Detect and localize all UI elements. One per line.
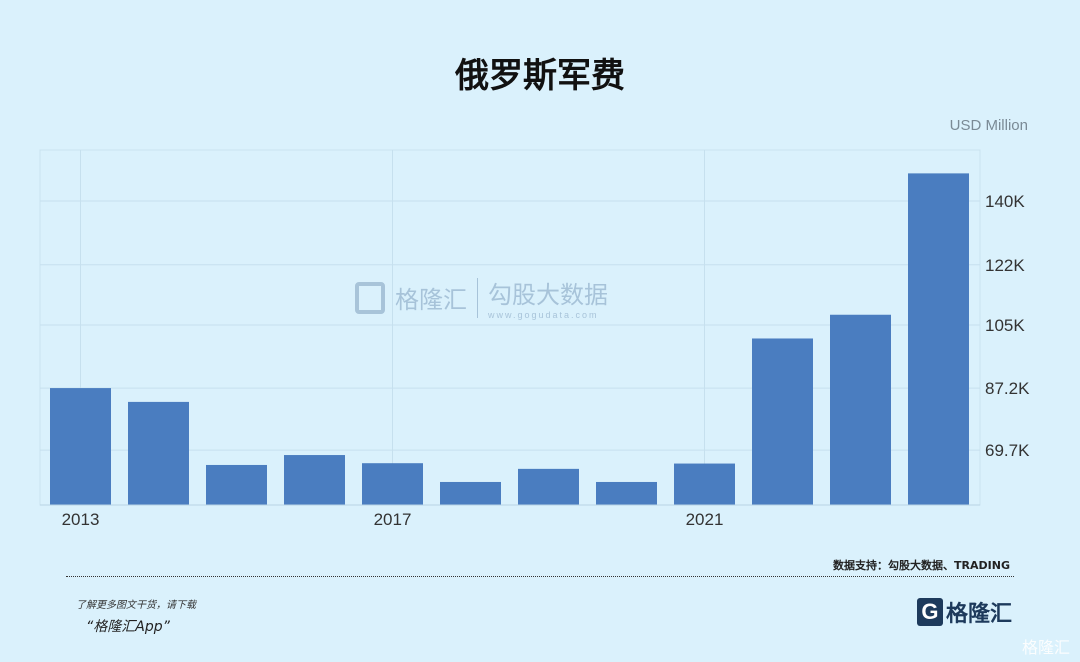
- bar-2020: [596, 481, 657, 505]
- bar-2019: [518, 468, 579, 505]
- watermark-divider: [477, 277, 478, 318]
- corner-watermark: 格隆汇: [1021, 638, 1070, 657]
- bar-2014: [128, 401, 189, 505]
- logo-text: 格隆汇: [945, 602, 1012, 627]
- bar-2022: [752, 338, 813, 505]
- chart-title: 俄罗斯军费: [455, 56, 625, 96]
- divider: [66, 576, 1014, 577]
- bar-2013: [50, 388, 111, 505]
- logo-g-icon: G: [916, 598, 943, 626]
- bar-2018: [440, 481, 501, 505]
- bar-2016: [284, 455, 345, 505]
- watermark-brand: 格隆汇: [395, 286, 467, 314]
- x-tick-label: 2021: [686, 510, 724, 529]
- unit-label: USD Million: [949, 117, 1028, 134]
- y-tick-label: 122K: [985, 256, 1025, 275]
- promo-app: “格隆汇App”: [86, 619, 170, 635]
- y-tick-label: 140K: [985, 192, 1025, 211]
- brand-logo: G 格隆汇: [916, 596, 1012, 628]
- y-tick-label: 69.7K: [985, 441, 1030, 460]
- chart-watermark: 格隆汇 勾股大数据 www.gogudata.com: [355, 275, 608, 320]
- bar-2021: [674, 463, 735, 505]
- data-source: 数据支持：勾股大数据、TRADING: [833, 559, 1010, 572]
- watermark-product: 勾股大数据: [488, 281, 608, 309]
- bar-2023: [830, 314, 891, 505]
- watermark-url: www.gogudata.com: [488, 310, 599, 320]
- x-tick-label: 2013: [62, 510, 100, 529]
- promo-text: 了解更多图文干货，请下载: [76, 600, 196, 611]
- y-tick-label: 105K: [985, 316, 1025, 335]
- bar-2015: [206, 464, 267, 505]
- x-tick-label: 2017: [374, 510, 412, 529]
- y-tick-label: 87.2K: [985, 379, 1030, 398]
- bar-2017: [362, 463, 423, 505]
- bar-2024: [908, 173, 969, 505]
- brand-logo-icon: [355, 281, 385, 314]
